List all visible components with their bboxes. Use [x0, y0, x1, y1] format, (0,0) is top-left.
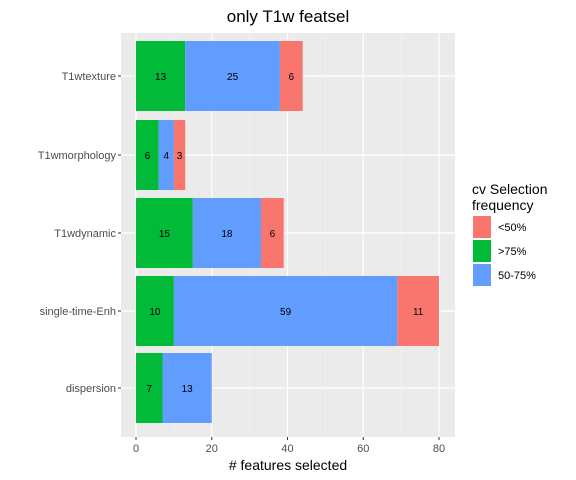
y-tick-label: dispersion — [66, 383, 116, 395]
bar-segment — [397, 276, 439, 346]
bar-segment — [173, 276, 398, 346]
legend-title: cv Selection — [472, 181, 547, 197]
x-axis-title: # features selected — [229, 457, 347, 473]
x-tick-label: 40 — [281, 443, 293, 455]
legend-label: <50% — [498, 222, 527, 234]
bar-segment — [136, 198, 193, 268]
bar-segment — [136, 276, 174, 346]
x-tick-label: 80 — [433, 443, 445, 455]
legend-label: 50-75% — [498, 270, 536, 282]
bars: 13 25 6 6 4 3 15 18 6 10 59 11 7 13 — [136, 41, 439, 423]
bar-value-label: 4 — [164, 151, 170, 162]
bar-value-label: 18 — [221, 229, 233, 240]
y-tick-label: single-time-Enh — [40, 306, 116, 318]
bar-value-label: 25 — [227, 72, 239, 83]
bar-value-label: 13 — [182, 384, 194, 395]
y-tick-label: T1wdynamic — [54, 228, 116, 240]
y-tick-label: T1wtexture — [62, 71, 116, 83]
bar-segment — [173, 120, 186, 190]
legend-key — [473, 240, 491, 262]
bar-value-label: 13 — [155, 72, 167, 83]
bar-segment — [158, 120, 174, 190]
bar-segment — [162, 353, 212, 423]
bar-segment — [192, 198, 261, 268]
bar-value-label: 59 — [280, 307, 292, 318]
bar-value-label: 6 — [289, 72, 295, 83]
bar-value-label: 6 — [145, 151, 151, 162]
bar-value-label: 15 — [159, 229, 171, 240]
x-tick-label: 0 — [133, 443, 139, 455]
legend-label: >75% — [498, 246, 527, 258]
y-axis-labels: T1wtexture T1wmorphology T1wdynamic single-… — [38, 71, 121, 395]
bar-segment — [136, 353, 163, 423]
bar-segment — [136, 120, 159, 190]
bar-value-label: 7 — [146, 384, 152, 395]
bar-segment — [136, 41, 186, 111]
bar-segment — [185, 41, 280, 111]
bar-segment — [279, 41, 303, 111]
bar-value-label: 3 — [177, 151, 183, 162]
x-tick-label: 20 — [206, 443, 218, 455]
x-axis-labels: 0 20 40 60 80 — [133, 437, 445, 455]
chart-title: only T1w featsel — [227, 7, 350, 26]
legend-key — [473, 216, 491, 238]
bar-value-label: 11 — [413, 307, 424, 318]
legend-title: frequency — [472, 197, 533, 213]
bar-value-label: 10 — [149, 307, 161, 318]
y-tick-label: T1wmorphology — [38, 150, 117, 162]
x-tick-label: 60 — [357, 443, 369, 455]
bar-value-label: 6 — [270, 229, 276, 240]
bar-segment — [260, 198, 284, 268]
legend-key — [473, 264, 491, 286]
